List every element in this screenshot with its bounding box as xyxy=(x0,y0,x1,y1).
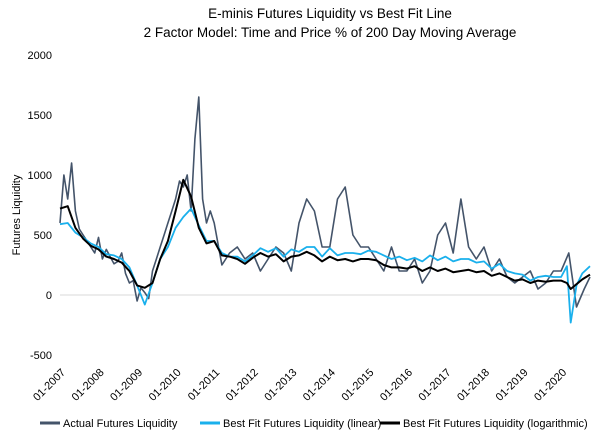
series-line-logarithmic xyxy=(59,178,591,290)
series-layer xyxy=(59,96,591,324)
legend-item-actual: Actual Futures Liquidity xyxy=(40,418,178,430)
x-tick-label: 01-2017 xyxy=(417,367,454,404)
x-tick-label: 01-2007 xyxy=(31,367,68,404)
x-tick-label: 01-2013 xyxy=(262,367,299,404)
x-tick-label: 01-2020 xyxy=(532,367,569,404)
x-tick-label: 01-2015 xyxy=(339,367,376,404)
series-line-linear xyxy=(59,207,591,324)
legend-label-linear: Best Fit Futures Liquidity (linear) xyxy=(223,418,381,430)
x-tick-label: 01-2009 xyxy=(108,367,145,404)
x-tick-label: 01-2019 xyxy=(494,367,531,404)
y-axis: -500 0 500 1000 1500 2000 xyxy=(28,50,52,362)
x-tick-label: 01-2011 xyxy=(186,367,222,403)
chart-title: E-minis Futures Liquidity vs Best Fit Li… xyxy=(208,6,452,21)
x-tick-label: 01-2016 xyxy=(378,367,415,404)
series-line-actual xyxy=(59,96,591,308)
legend: Actual Futures Liquidity Best Fit Future… xyxy=(40,418,588,430)
x-tick-label: 01-2010 xyxy=(147,367,184,404)
y-tick-label: 1000 xyxy=(28,170,52,182)
legend-label-logarithmic: Best Fit Futures Liquidity (logarithmic) xyxy=(403,418,588,430)
legend-label-actual: Actual Futures Liquidity xyxy=(63,418,178,430)
x-axis: 01-2007 01-2008 01-2009 01-2010 01-2011 01-20… xyxy=(31,367,569,404)
x-tick-label: 01-2008 xyxy=(70,367,107,404)
y-tick-label: -500 xyxy=(30,350,52,362)
legend-item-logarithmic: Best Fit Futures Liquidity (logarithmic) xyxy=(380,418,588,430)
y-tick-label: 500 xyxy=(34,230,52,242)
y-tick-label: 0 xyxy=(46,290,52,302)
y-tick-label: 2000 xyxy=(28,50,52,62)
x-tick-label: 01-2014 xyxy=(301,367,338,404)
y-axis-label: Futures Liquidity xyxy=(11,174,23,255)
legend-item-linear: Best Fit Futures Liquidity (linear) xyxy=(200,418,381,430)
x-tick-label: 01-2018 xyxy=(455,367,492,404)
y-tick-label: 1500 xyxy=(28,110,52,122)
chart-subtitle: 2 Factor Model: Time and Price % of 200 … xyxy=(144,25,517,40)
x-tick-label: 01-2012 xyxy=(224,367,261,404)
